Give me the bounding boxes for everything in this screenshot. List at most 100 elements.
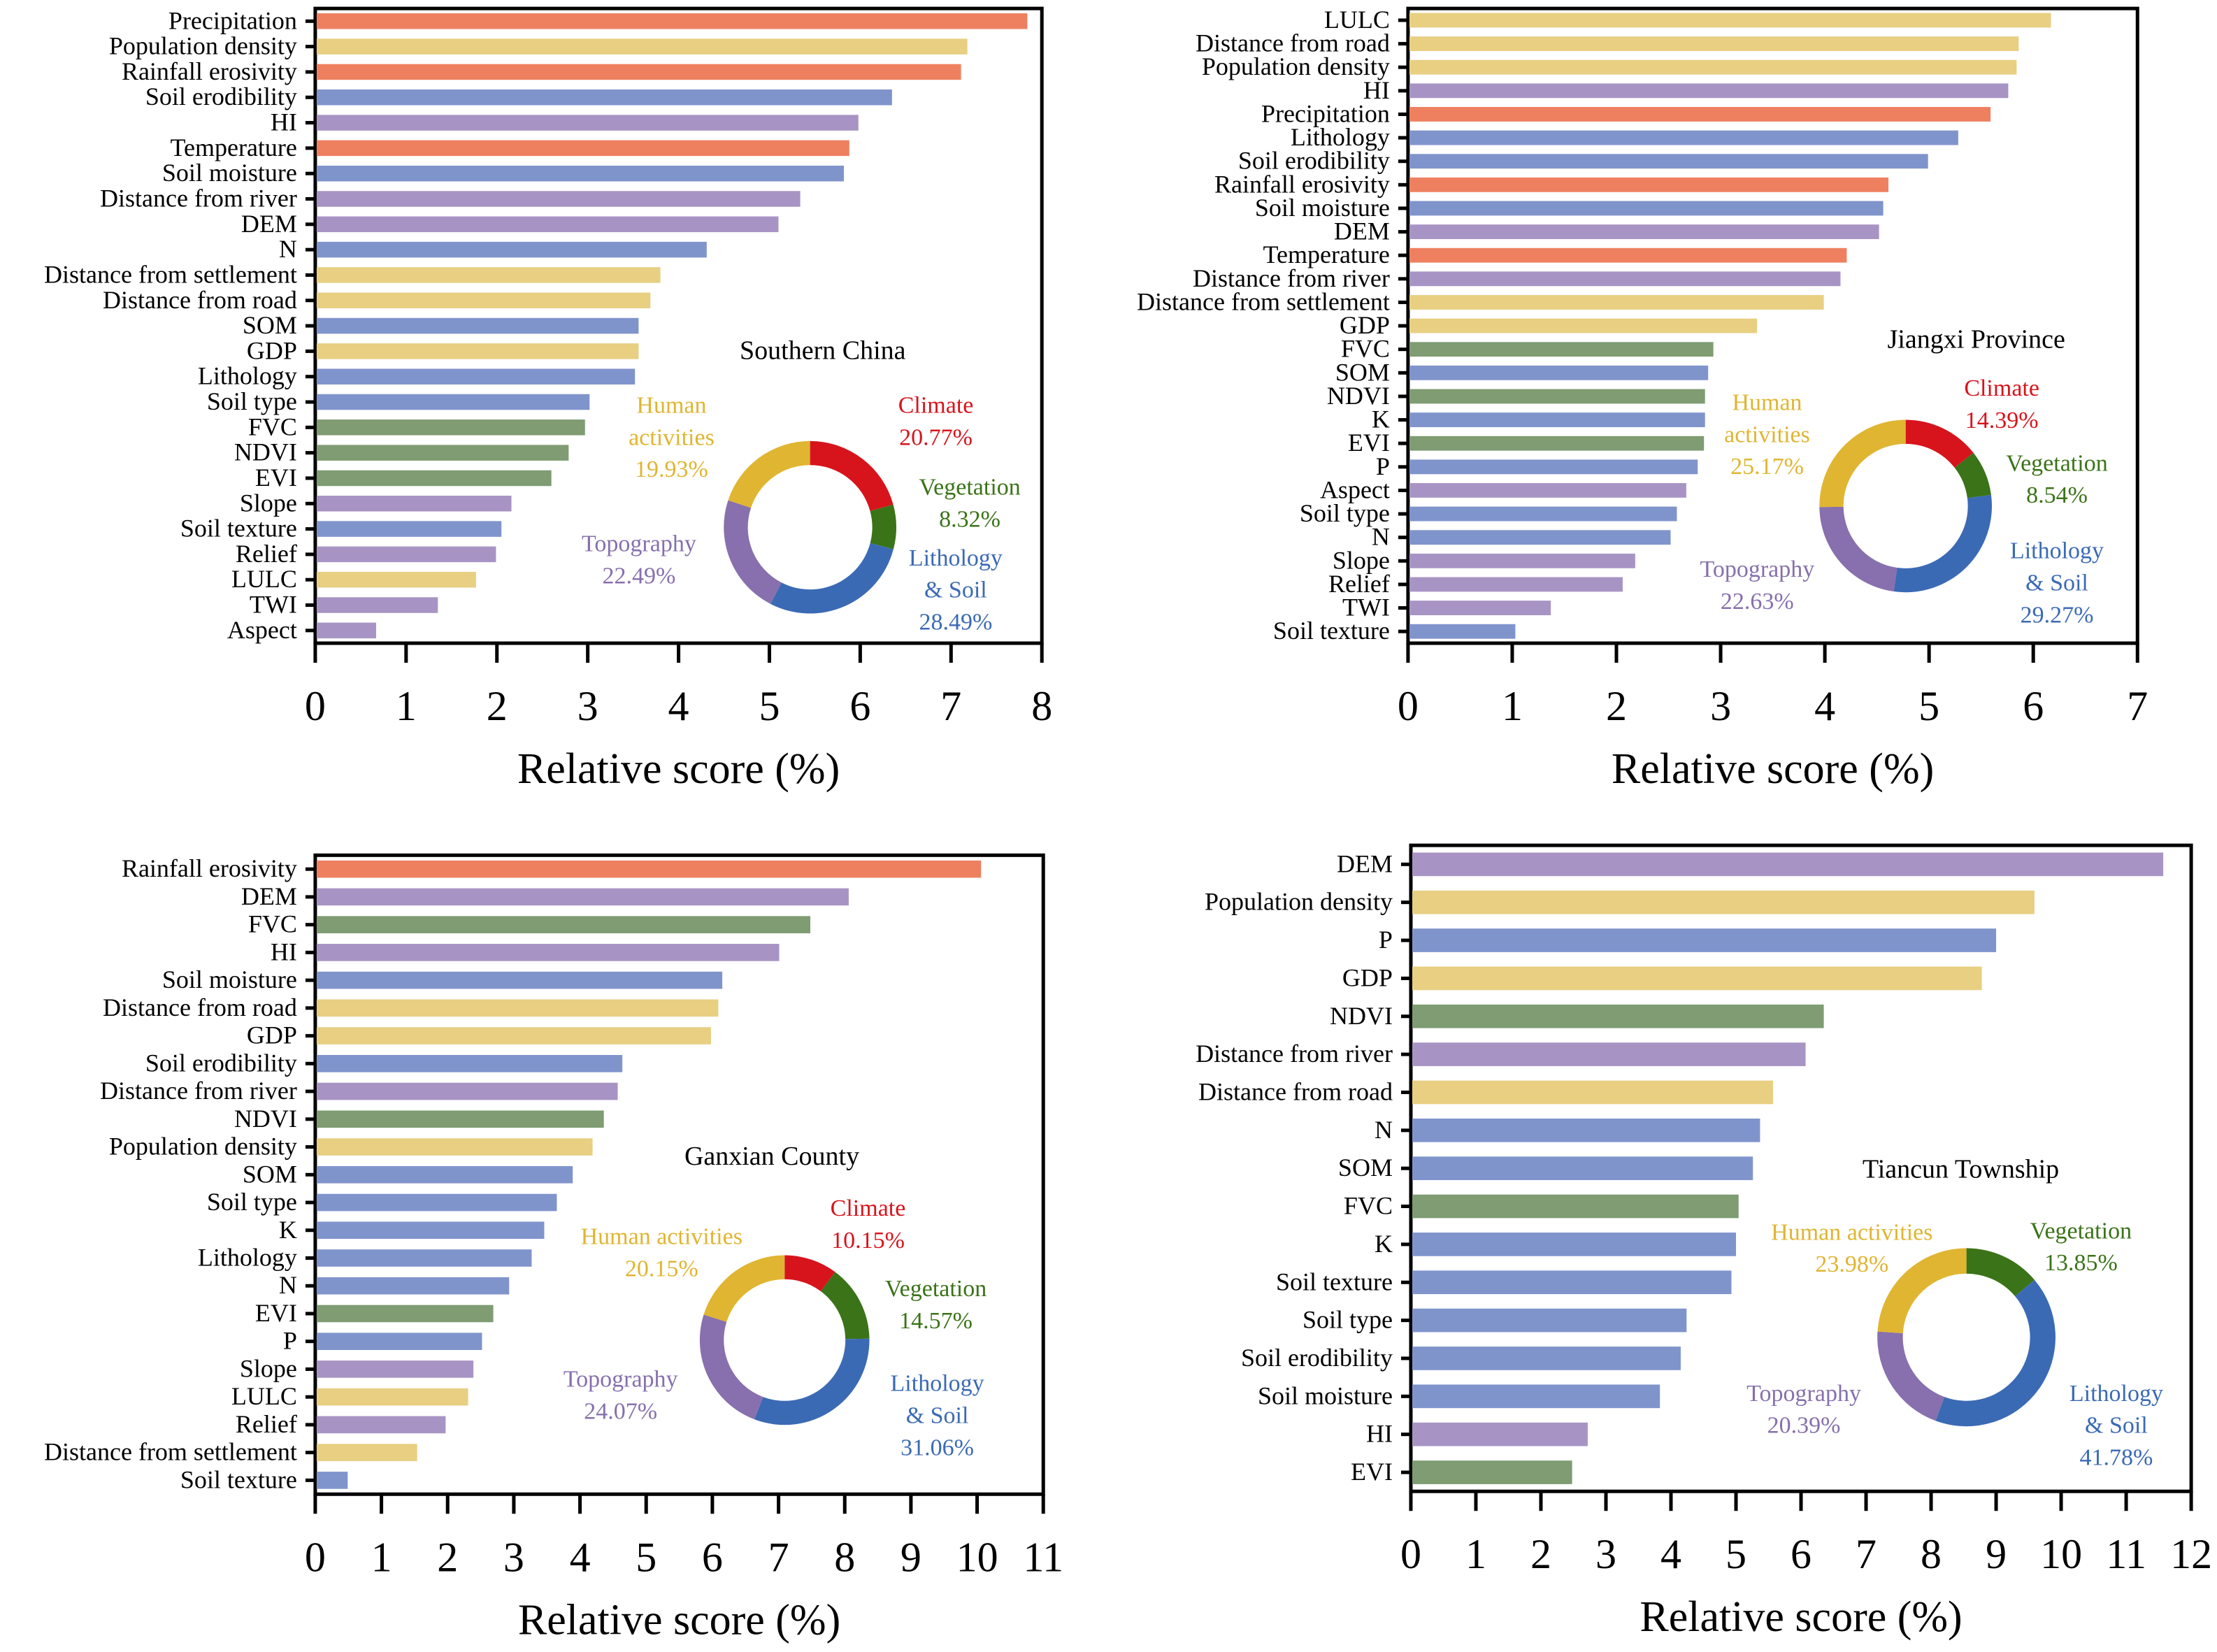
x-tick-label: 7 bbox=[1856, 1531, 1877, 1577]
bar bbox=[1409, 483, 1686, 498]
y-tick-label: Soil texture bbox=[180, 1465, 297, 1493]
donut-slice-lithology-soil bbox=[770, 543, 894, 614]
donut-label: 22.49% bbox=[603, 563, 676, 589]
y-tick-label: FVC bbox=[248, 910, 297, 938]
y-tick-label: Distance from road bbox=[1198, 1077, 1393, 1105]
y-tick-label: Slope bbox=[240, 1354, 297, 1382]
y-tick-label: Distance from river bbox=[100, 1077, 297, 1105]
bar bbox=[316, 343, 639, 359]
bar bbox=[1409, 506, 1677, 522]
y-tick-label: Precipitation bbox=[168, 6, 297, 34]
bar bbox=[316, 1472, 348, 1489]
x-axis-label: Relative score (%) bbox=[518, 1596, 840, 1644]
y-tick-label: P bbox=[1379, 926, 1393, 954]
donut-slice-topography bbox=[724, 500, 782, 604]
y-tick-label: Soil moisture bbox=[1255, 194, 1390, 222]
bar bbox=[316, 546, 496, 563]
y-tick-label: Temperature bbox=[1263, 240, 1390, 268]
donut-label: Topography bbox=[1700, 556, 1814, 582]
donut-label: Climate bbox=[1964, 375, 2039, 401]
y-tick-label: GDP bbox=[1342, 963, 1393, 991]
bar bbox=[1412, 1194, 1739, 1219]
bar bbox=[316, 496, 512, 512]
donut-label: 14.57% bbox=[899, 1308, 973, 1334]
bar bbox=[316, 1221, 545, 1240]
donut-slice-human-activities bbox=[1877, 1248, 1967, 1333]
donut-label: Topography bbox=[582, 531, 696, 557]
y-tick-label: Distance from river bbox=[1196, 1040, 1393, 1068]
x-tick-label: 3 bbox=[1595, 1531, 1616, 1577]
x-tick-label: 0 bbox=[1398, 683, 1419, 729]
x-tick-label: 1 bbox=[1502, 683, 1523, 729]
bar bbox=[1409, 13, 2051, 28]
y-tick-label: EVI bbox=[255, 464, 297, 491]
x-tick-label: 5 bbox=[1725, 1531, 1746, 1577]
donut-label: activities bbox=[1724, 422, 1810, 447]
y-tick-label: Relief bbox=[236, 540, 297, 568]
bar bbox=[1412, 1384, 1660, 1409]
bar bbox=[1412, 1118, 1760, 1142]
donut-label: Climate bbox=[898, 392, 974, 418]
bar bbox=[1412, 928, 1997, 952]
donut-label: Lithology bbox=[2069, 1381, 2163, 1407]
y-tick-label: SOM bbox=[243, 1160, 297, 1188]
x-tick-label: 1 bbox=[371, 1534, 392, 1580]
y-tick-label: K bbox=[1372, 405, 1390, 433]
bar bbox=[316, 64, 961, 80]
bar bbox=[316, 1082, 618, 1100]
bar bbox=[1409, 389, 1705, 404]
donut-slice-lithology-soil bbox=[754, 1338, 870, 1425]
bar bbox=[316, 241, 707, 258]
x-tick-label: 5 bbox=[1918, 683, 1939, 729]
y-tick-label: DEM bbox=[241, 882, 297, 910]
bar bbox=[1412, 1460, 1572, 1484]
y-tick-label: Soil texture bbox=[180, 515, 297, 543]
bar bbox=[1409, 59, 2017, 75]
donut-slice-human-activities bbox=[703, 1255, 785, 1322]
donut-label: 19.93% bbox=[635, 457, 708, 482]
x-tick-label: 2 bbox=[1606, 683, 1627, 729]
x-tick-label: 11 bbox=[1023, 1534, 1063, 1580]
y-tick-label: P bbox=[283, 1327, 297, 1355]
y-tick-label: Distance from road bbox=[103, 286, 297, 314]
y-tick-label: DEM bbox=[241, 210, 297, 238]
panel-tiancun-township: DEM Population density P GDP NDVI Distance fr… bbox=[1196, 843, 2212, 1641]
bar bbox=[1409, 201, 1884, 216]
y-tick-label: GDP bbox=[247, 1021, 297, 1049]
donut-label: 8.54% bbox=[2026, 482, 2088, 508]
donut-label: 8.32% bbox=[939, 507, 1000, 533]
donut-label: 31.06% bbox=[901, 1435, 974, 1460]
bar bbox=[316, 267, 661, 283]
y-tick-label: Soil type bbox=[1300, 499, 1390, 527]
y-tick-label: P bbox=[1376, 452, 1390, 480]
y-tick-label: Soil erodibility bbox=[1241, 1344, 1393, 1372]
donut-slice-lithology-soil bbox=[1893, 494, 1992, 593]
bar bbox=[1412, 890, 2035, 914]
x-tick-label: 3 bbox=[503, 1534, 524, 1580]
y-tick-label: Lithology bbox=[1291, 123, 1390, 151]
bar bbox=[316, 1193, 557, 1212]
donut-label: 29.27% bbox=[2021, 602, 2094, 628]
bar bbox=[1412, 1042, 1806, 1066]
x-tick-label: 6 bbox=[702, 1534, 723, 1580]
bar bbox=[1412, 852, 2164, 877]
x-tick-label: 2 bbox=[1530, 1531, 1551, 1577]
donut-slice-vegetation bbox=[820, 1272, 870, 1339]
bar bbox=[316, 1138, 593, 1156]
donut-slice-climate bbox=[810, 440, 894, 511]
donut-label: Topography bbox=[1746, 1381, 1861, 1407]
bar bbox=[316, 1027, 712, 1044]
bar bbox=[1409, 83, 2009, 99]
bar bbox=[316, 470, 552, 487]
x-tick-label: 8 bbox=[1031, 683, 1052, 729]
x-tick-label: 0 bbox=[1400, 1531, 1421, 1577]
x-tick-label: 2 bbox=[487, 683, 508, 729]
y-tick-label: Soil texture bbox=[1273, 617, 1390, 645]
x-tick-label: 1 bbox=[396, 683, 417, 729]
donut-slice-topography bbox=[1877, 1331, 1945, 1421]
y-tick-label: HI bbox=[271, 938, 297, 965]
bar bbox=[316, 419, 585, 436]
y-tick-label: Soil type bbox=[207, 1188, 297, 1216]
panel-title: Southern China bbox=[740, 336, 906, 366]
bar bbox=[316, 1110, 604, 1128]
